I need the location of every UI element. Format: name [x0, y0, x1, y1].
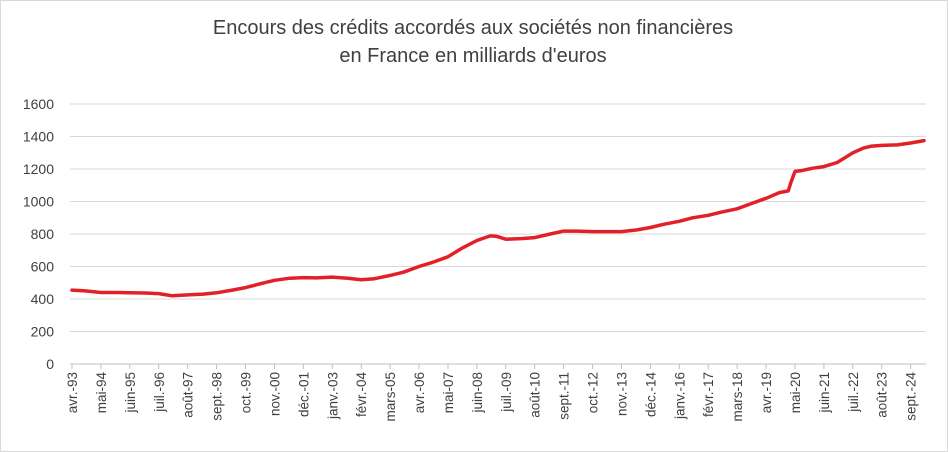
- y-tick-label: 0: [46, 356, 54, 372]
- x-tick-label: nov.-13: [614, 372, 629, 416]
- y-axis: 0 200 400 600 800 1000 1200 1400 1600: [23, 96, 54, 372]
- x-tick-label: janv.-03: [325, 372, 340, 420]
- x-tick-label: févr.-04: [354, 372, 369, 418]
- x-axis: avr.-93 mai-94 juin-95 juil.-96 août-97 sept.…: [65, 363, 926, 422]
- x-tick-label: sept.-98: [210, 372, 225, 421]
- x-tick-label: août-97: [181, 372, 196, 418]
- x-tick-label: juin-95: [123, 372, 138, 414]
- x-tick-label: juil.-09: [499, 372, 514, 413]
- x-tick-label: oct.-99: [239, 372, 254, 413]
- x-tick-label: mai-07: [441, 372, 456, 413]
- series-line-0: [70, 138, 926, 298]
- x-tick-label: févr.-17: [701, 372, 716, 417]
- gridlines: [70, 103, 926, 332]
- x-tick-label: oct.-12: [586, 372, 601, 413]
- x-tick-label: sept.-11: [557, 372, 572, 420]
- x-tick-label: mai-20: [788, 372, 803, 413]
- x-tick-label: déc.-01: [296, 372, 311, 417]
- y-tick-label: 200: [31, 324, 55, 340]
- x-tick-label: juin-21: [817, 372, 832, 414]
- x-tick-label: avr.-93: [65, 372, 80, 413]
- y-tick-label: 600: [31, 259, 55, 275]
- x-tick-label: déc.-14: [643, 372, 658, 418]
- chart-title-line-2: en France en milliards d'euros: [339, 45, 607, 67]
- x-tick-label: nov.-00: [267, 372, 282, 416]
- x-tick-label: sept.-24: [904, 372, 919, 421]
- x-tick-label: août-10: [528, 372, 543, 418]
- y-tick-label: 1600: [23, 96, 54, 112]
- y-tick-label: 400: [31, 291, 55, 307]
- series-layer: [70, 138, 926, 298]
- x-tick-label: mars-05: [383, 372, 398, 422]
- x-tick-label: mai-94: [94, 372, 109, 414]
- x-tick-label: avr.-06: [412, 372, 427, 413]
- x-tick-label: janv.-16: [672, 372, 687, 420]
- y-tick-label: 800: [31, 226, 55, 242]
- y-tick-label: 1200: [23, 161, 54, 177]
- x-tick-label: juil.-22: [846, 372, 861, 413]
- x-tick-label: mars-18: [730, 372, 745, 422]
- x-tick-label: juin-08: [470, 372, 485, 414]
- chart-title: Encours des crédits accordés aux société…: [0, 14, 946, 70]
- chart-title-line-1: Encours des crédits accordés aux société…: [212, 17, 734, 39]
- x-tick-label: juil.-96: [152, 372, 167, 413]
- y-tick-label: 1000: [23, 194, 54, 210]
- x-tick-label: avr.-19: [759, 372, 774, 413]
- y-tick-label: 1400: [23, 129, 54, 145]
- x-tick-label: août-23: [875, 372, 890, 418]
